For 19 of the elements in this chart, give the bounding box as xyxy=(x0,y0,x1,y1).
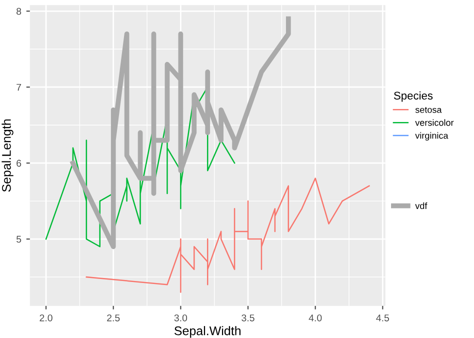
x-tick-label: 2.0 xyxy=(40,314,52,322)
line-series xyxy=(70,16,291,250)
x-tick-label: 3.0 xyxy=(174,314,188,322)
legend-label: vdf xyxy=(415,202,428,210)
x-tick-label: 2.5 xyxy=(107,314,120,322)
line-series xyxy=(86,178,370,293)
y-tick-label: 7 xyxy=(16,84,22,91)
legend-label: versicolor xyxy=(415,119,454,126)
x-tick-label: 3.5 xyxy=(242,314,254,322)
x-axis-title: Sepal.Width xyxy=(174,326,240,338)
y-tick-label: 8 xyxy=(16,8,22,15)
y-tick-label: 5 xyxy=(16,236,22,243)
legend-label: virginica xyxy=(415,132,448,141)
y-tick-label: 6 xyxy=(16,160,22,167)
legend-title: Species xyxy=(394,91,433,102)
x-tick-label: 4.5 xyxy=(376,314,390,322)
y-axis-title: Sepal.Length xyxy=(2,119,14,192)
x-tick-label: 4.0 xyxy=(308,314,322,322)
legend-label: setosa xyxy=(415,106,442,113)
